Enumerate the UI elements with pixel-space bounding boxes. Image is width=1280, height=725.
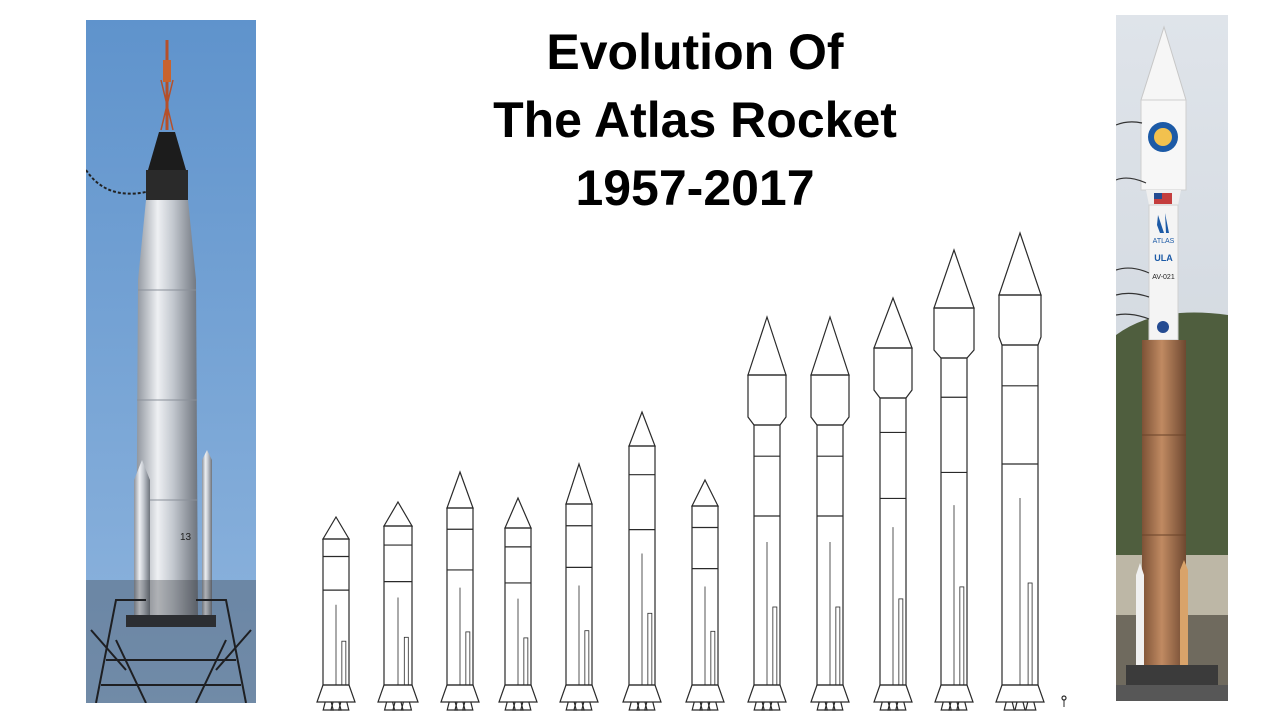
title-line-2: The Atlas Rocket — [493, 92, 897, 148]
title-line-1: Evolution Of — [546, 24, 844, 80]
rocket-outline-9 — [810, 315, 850, 711]
page-title: Evolution Of The Atlas Rocket 1957-2017 — [395, 18, 995, 222]
atlas-label: ATLAS — [1153, 238, 1175, 245]
rocket-outline-11 — [933, 248, 975, 711]
ula-label: ULA — [1154, 253, 1173, 263]
scale-figure — [1061, 695, 1067, 707]
rocket-outline-1 — [316, 515, 356, 711]
atlas-v-photo: ATLAS ULA AV-021 — [1116, 15, 1228, 701]
mercury-atlas-photo: 13 — [86, 20, 256, 703]
rocket-outline-7 — [685, 478, 725, 711]
hull-number: 13 — [180, 532, 192, 543]
rocket-outline-10 — [873, 296, 913, 711]
rocket-outline-2 — [377, 500, 419, 711]
title-line-3: 1957-2017 — [575, 160, 815, 216]
rocket-lineup — [300, 225, 1080, 720]
vehicle-id-label: AV-021 — [1152, 274, 1175, 281]
rocket-outline-6 — [622, 410, 662, 711]
rocket-outline-12 — [995, 231, 1045, 711]
rocket-outline-8 — [747, 315, 787, 711]
rocket-outline-5 — [559, 462, 599, 711]
rocket-outline-3 — [440, 470, 480, 711]
rocket-outline-4 — [498, 496, 538, 711]
